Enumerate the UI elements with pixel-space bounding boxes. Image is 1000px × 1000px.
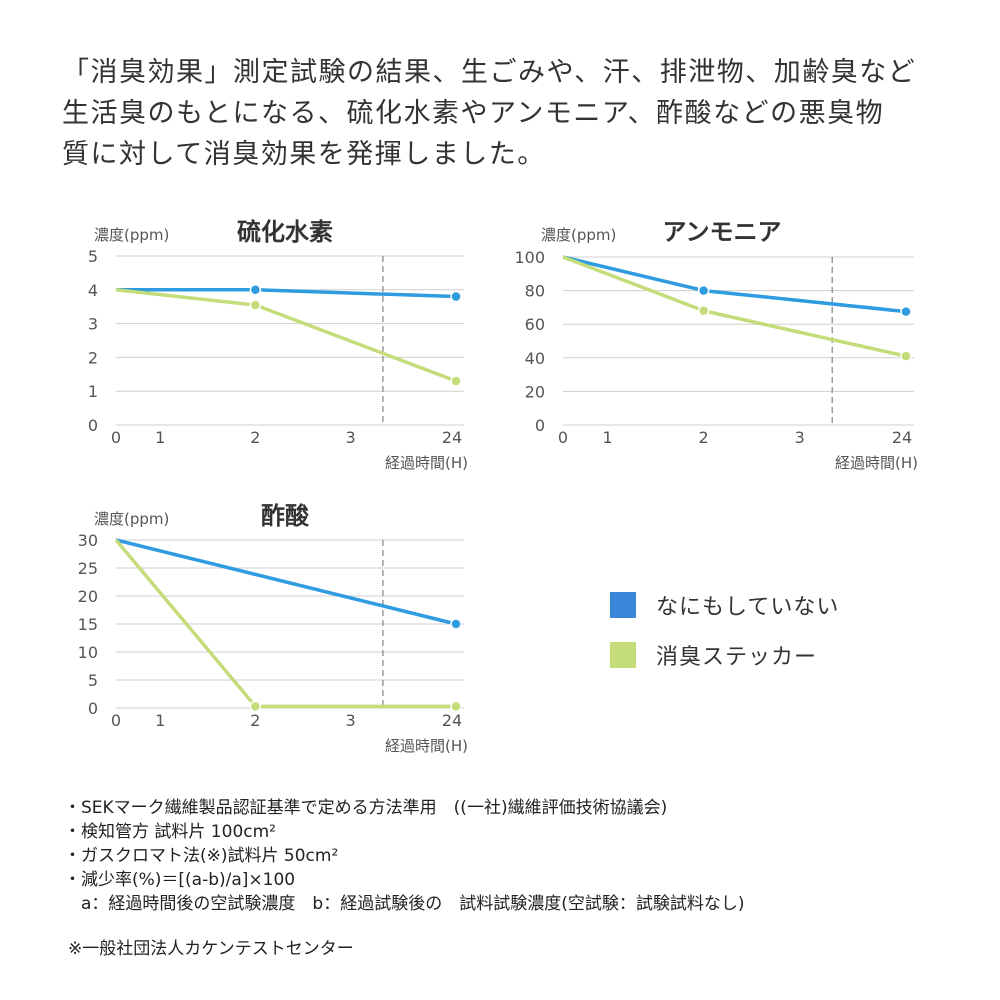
legend-item-none: なにもしていない <box>610 590 839 620</box>
data-point <box>450 290 462 303</box>
y-tick-label: 1 <box>88 382 98 401</box>
series-line <box>115 288 457 383</box>
intro-line: 生活臭のもとになる、硫化水素やアンモニア、酢酸などの悪臭物 <box>62 98 885 129</box>
y-tick-label: 25 <box>78 559 98 578</box>
x-tick-label: 0 <box>558 428 568 447</box>
y-tick-label: 10 <box>78 643 98 662</box>
x-tick-label: 0 <box>111 711 121 730</box>
x-tick-label: 24 <box>442 428 462 447</box>
legend: なにもしていない 消臭ステッカー <box>610 590 839 690</box>
x-tick-label: 2 <box>699 428 709 447</box>
legend-item-sticker: 消臭ステッカー <box>610 640 839 670</box>
x-tick-label: 24 <box>892 428 912 447</box>
series-line <box>562 255 907 314</box>
y-tick-label: 40 <box>525 349 545 368</box>
y-tick-label: 80 <box>525 282 545 301</box>
intro-text: 「消臭効果」測定試験の結果、生ごみや、汗、排泄物、加齢臭など 生活臭のもとになる… <box>62 52 962 175</box>
x-axis-label: 経過時間(H) <box>835 454 918 472</box>
data-point <box>900 350 912 362</box>
legend-swatch-sticker <box>610 642 636 668</box>
data-point <box>249 284 262 296</box>
y-axis-label: 濃度(ppm) <box>94 510 169 528</box>
y-tick-label: 15 <box>78 615 98 634</box>
y-tick-label: 2 <box>88 348 98 367</box>
y-tick-label: 4 <box>88 281 98 300</box>
y-tick-label: 0 <box>535 416 545 435</box>
x-tick-label: 3 <box>346 711 356 730</box>
y-tick-label: 5 <box>88 247 98 266</box>
y-tick-label: 3 <box>88 315 98 334</box>
y-axis-label: 濃度(ppm) <box>94 226 169 244</box>
note-line: ・検知管方 試料片 100cm² <box>64 822 276 842</box>
x-axis-label: 経過時間(H) <box>385 737 468 755</box>
x-axis-label: 経過時間(H) <box>385 454 468 472</box>
x-tick-label: 0 <box>111 428 121 447</box>
legend-label: なにもしていない <box>656 595 840 620</box>
chart-title: 酢酸 <box>261 502 310 530</box>
series-line <box>115 538 457 626</box>
data-point <box>450 375 462 387</box>
chart-title: 硫化水素 <box>237 218 333 246</box>
data-point <box>697 305 710 317</box>
x-tick-label: 2 <box>250 428 260 447</box>
notes: ・SEKマーク繊維製品認証基準で定める方法準用 ((一社)繊維評価技術協議会) … <box>64 796 744 916</box>
y-tick-label: 5 <box>88 671 98 690</box>
intro-line: 「消臭効果」測定試験の結果、生ごみや、汗、排泄物、加齢臭など <box>62 57 917 88</box>
data-point <box>249 700 262 713</box>
y-tick-label: 20 <box>78 587 98 606</box>
y-tick-label: 0 <box>88 699 98 718</box>
y-tick-label: 30 <box>78 531 98 550</box>
data-point <box>450 700 462 713</box>
intro-line: 質に対して消臭効果を発揮しました。 <box>62 139 546 170</box>
x-tick-label: 1 <box>155 428 165 447</box>
x-tick-label: 3 <box>346 428 356 447</box>
series-line <box>114 538 456 709</box>
y-tick-label: 0 <box>88 416 98 435</box>
y-tick-label: 20 <box>525 382 545 401</box>
chart-title: アンモニア <box>662 218 781 246</box>
legend-label: 消臭ステッカー <box>656 645 818 670</box>
data-point <box>249 299 262 311</box>
note-line: ・減少率(%)＝[(a-b)/a]×100 <box>64 870 296 890</box>
y-tick-label: 100 <box>514 248 545 267</box>
x-tick-label: 2 <box>250 711 260 730</box>
x-tick-label: 3 <box>795 428 805 447</box>
note-line: ・SEKマーク繊維製品認証基準で定める方法準用 ((一社)繊維評価技術協議会) <box>64 798 668 818</box>
data-point <box>450 618 462 630</box>
x-tick-label: 1 <box>602 428 612 447</box>
source-note: ※一般社団法人カケンテストセンター <box>68 939 354 959</box>
data-point <box>900 305 912 318</box>
note-line: a：経過時間後の空試験濃度 b：経過試験後の 試料試験濃度(空試験：試験試料なし… <box>64 894 745 914</box>
legend-swatch-none <box>610 592 636 618</box>
y-tick-label: 60 <box>525 315 545 334</box>
note-line: ・ガスクロマト法(※)試料片 50cm² <box>64 846 339 866</box>
x-tick-label: 24 <box>442 711 462 730</box>
x-tick-label: 1 <box>155 711 165 730</box>
y-axis-label: 濃度(ppm) <box>541 226 616 244</box>
data-point <box>697 284 710 297</box>
